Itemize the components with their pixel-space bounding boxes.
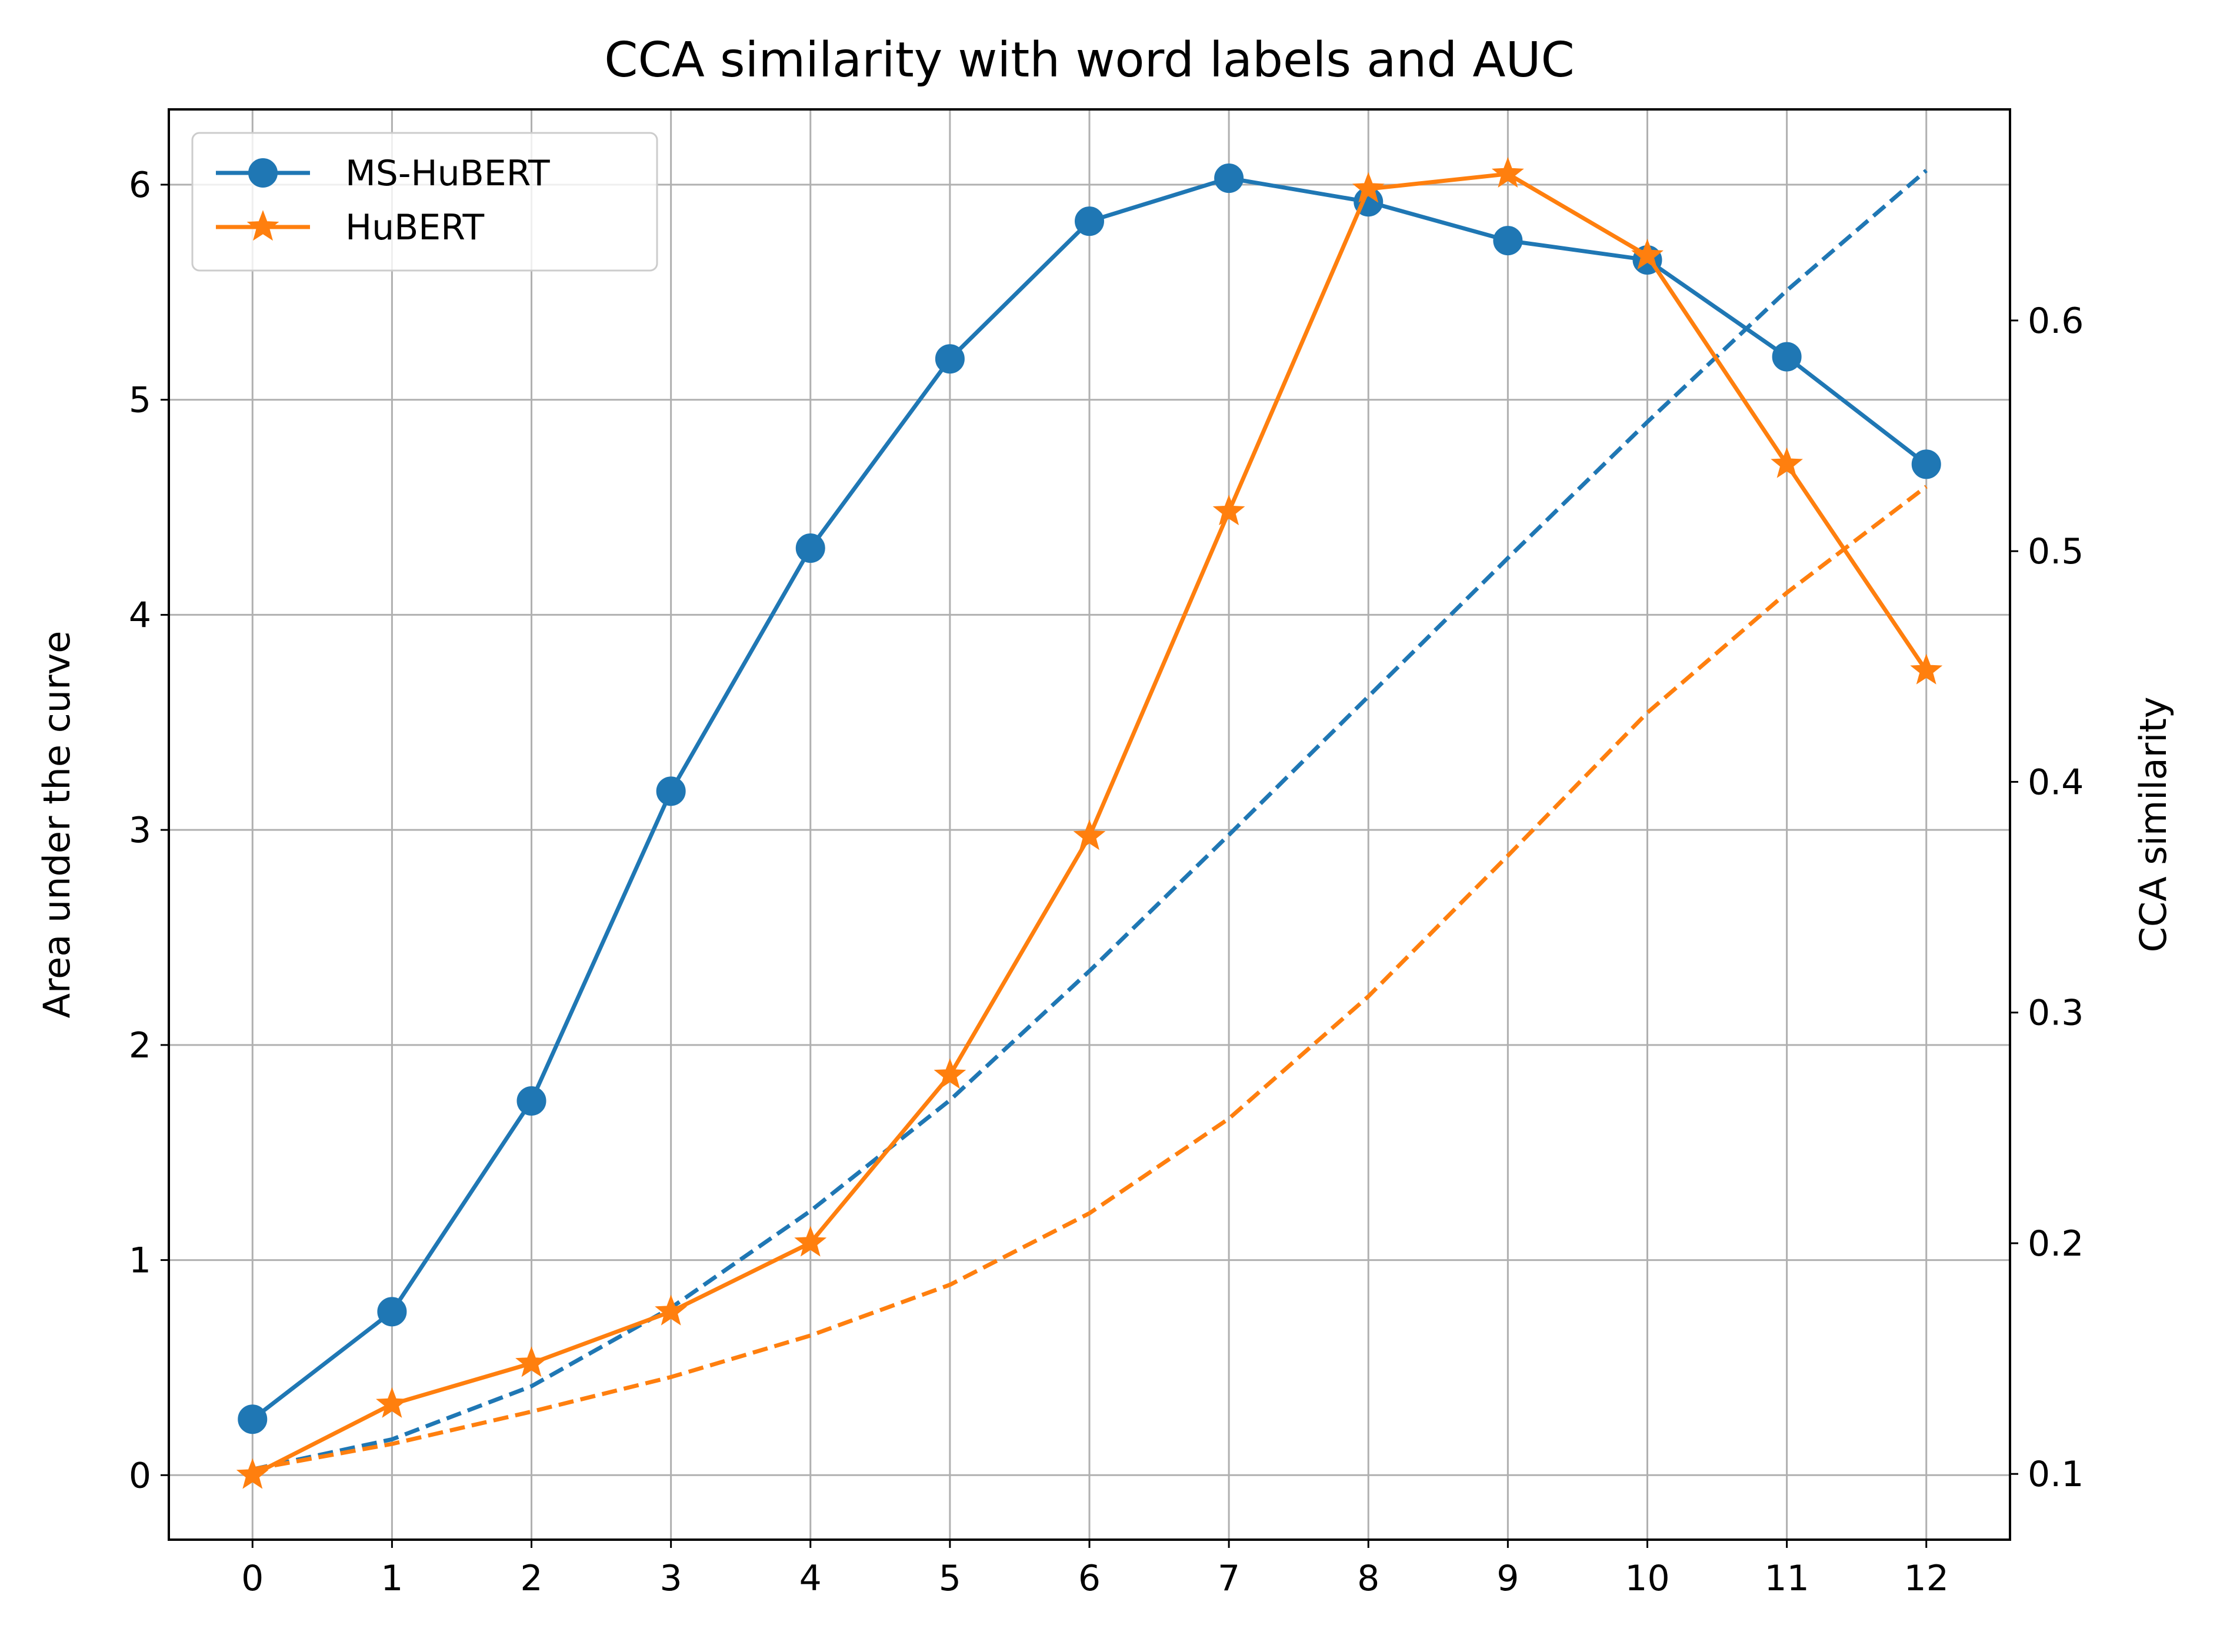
hubert-point — [1771, 447, 1803, 478]
ms-hubert-point — [1493, 226, 1523, 256]
hubert-point — [1910, 653, 1943, 685]
x-tick-label: 5 — [939, 1558, 961, 1599]
hubert-point — [1631, 238, 1664, 269]
hubert-point — [1491, 156, 1524, 188]
y-tick-label-right: 0.1 — [2028, 1454, 2084, 1495]
hubert-point — [934, 1058, 966, 1089]
hubert-point — [236, 1458, 269, 1489]
ms-hubert-point — [1772, 342, 1802, 372]
ms-hubert-point — [795, 533, 825, 563]
series-3-cca-dashed-series — [252, 485, 1928, 1471]
series-2-line — [252, 169, 1928, 1471]
x-tick-label: 3 — [660, 1558, 682, 1599]
hubert-point — [376, 1387, 408, 1418]
y-axis-label-left: Area under the curve — [35, 631, 78, 1019]
ms-hubert-point — [656, 776, 686, 806]
chart-title: CCA similarity with word labels and AUC — [604, 32, 1575, 88]
y-tick-label-right: 0.4 — [2028, 762, 2084, 803]
legend-entry: HuBERT — [216, 207, 485, 248]
hubert-point — [515, 1346, 548, 1377]
legend-box — [191, 132, 658, 272]
y-tick-label-right: 0.3 — [2028, 993, 2084, 1034]
ms-hubert-point — [935, 344, 965, 374]
legend-swatch-marker — [246, 210, 279, 241]
ms-hubert-point — [516, 1086, 546, 1116]
x-tick-label: 1 — [381, 1558, 403, 1599]
y-tick-label-left: 2 — [129, 1025, 151, 1066]
x-tick-label: 11 — [1764, 1558, 1809, 1599]
y-tick-label-left: 3 — [129, 810, 151, 851]
y-tick-label-right: 0.5 — [2028, 531, 2084, 572]
y-tick-label-left: 6 — [129, 165, 151, 206]
hubert-auc-series — [236, 156, 1943, 1489]
legend-swatch-marker — [248, 158, 278, 188]
ms-hubert-point — [238, 1404, 268, 1434]
x-tick-label: 2 — [520, 1558, 542, 1599]
ms-hubert-point — [1911, 449, 1941, 479]
x-tick-label: 12 — [1904, 1558, 1949, 1599]
y-tick-label-right: 0.6 — [2028, 301, 2084, 342]
grid-lines — [169, 109, 2010, 1540]
x-tick-label: 9 — [1496, 1558, 1519, 1599]
y-tick-label-left: 4 — [129, 595, 151, 636]
y-axis-label-right: CCA similarity — [2132, 697, 2175, 953]
legend-entry: MS-HuBERT — [216, 153, 550, 194]
y-tick-label-left: 0 — [129, 1455, 151, 1496]
y-tick-label-left: 1 — [129, 1240, 151, 1281]
y-tick-label-right: 0.2 — [2028, 1223, 2084, 1264]
axis-ticks: 0 1 2 3 4 5 6 7 8 9 10 11 1201234560.10.20.30.40.50.… — [129, 165, 2084, 1599]
hubert-point — [1352, 172, 1385, 203]
y-tick-label-left: 5 — [129, 380, 151, 421]
x-tick-label: 10 — [1625, 1558, 1669, 1599]
legend-label: HuBERT — [345, 207, 485, 248]
ms-hubert-point — [377, 1297, 407, 1327]
hubert-point — [1212, 495, 1245, 526]
x-tick-label: 4 — [799, 1558, 822, 1599]
hubert-point — [1073, 819, 1106, 850]
legend-label: MS-HuBERT — [345, 153, 550, 194]
hubert-point — [655, 1294, 688, 1326]
series-2-cca-dashed-series — [252, 169, 1928, 1471]
ms-hubert-point — [1214, 163, 1244, 193]
x-tick-label: 0 — [241, 1558, 264, 1599]
series-lines — [236, 156, 1943, 1489]
x-tick-label: 6 — [1078, 1558, 1101, 1599]
series-3-line — [252, 485, 1928, 1471]
ms-hubert-point — [1075, 206, 1104, 236]
legend: MS-HuBERT HuBERT — [191, 132, 658, 272]
x-tick-label: 7 — [1218, 1558, 1240, 1599]
x-tick-label: 8 — [1357, 1558, 1379, 1599]
hubert-point — [794, 1226, 827, 1257]
